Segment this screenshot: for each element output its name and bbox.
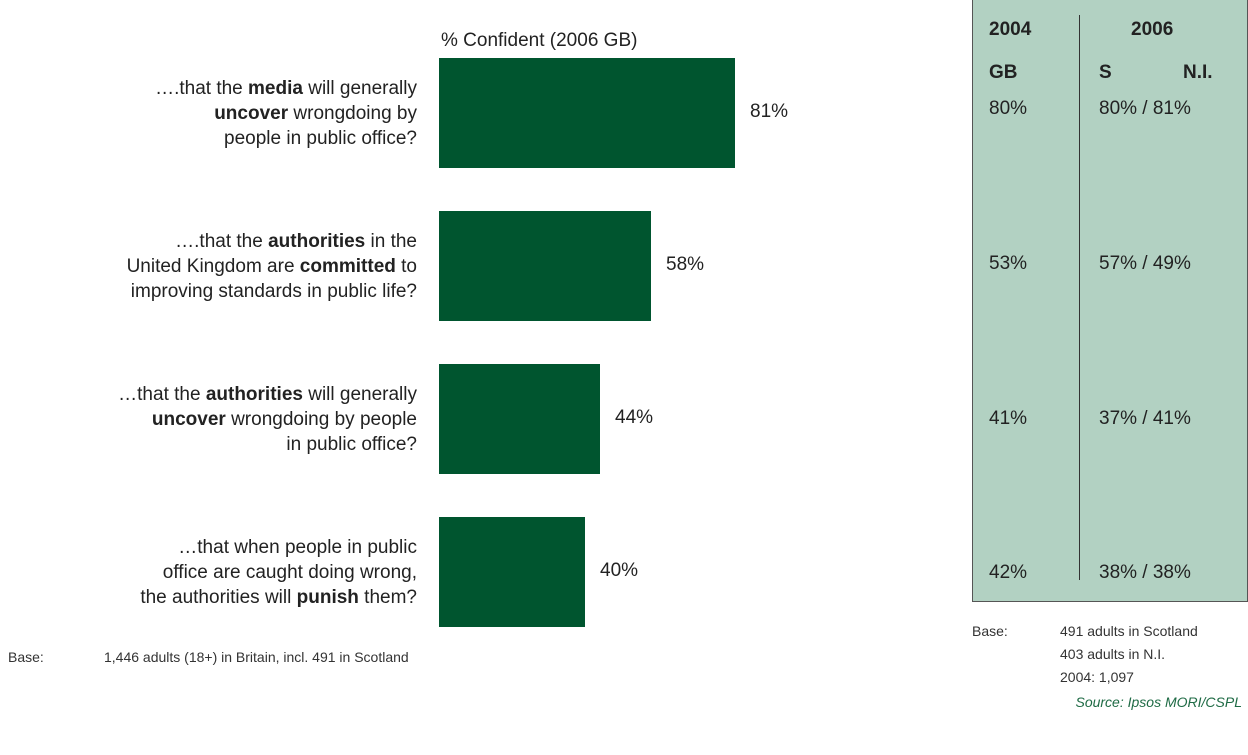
base-right-label: Base: bbox=[972, 623, 1008, 639]
category-label-4: …that when people in public office are ca… bbox=[140, 537, 417, 608]
base-left-text: 1,446 adults (18+) in Britain, incl. 491… bbox=[104, 649, 409, 665]
bar-4 bbox=[439, 517, 585, 627]
row-2-s-ni-2006: 57% / 49% bbox=[1099, 253, 1191, 274]
chart-title: % Confident (2006 GB) bbox=[441, 30, 638, 51]
bar-value-label-4: 40% bbox=[600, 560, 639, 581]
header-gb: GB bbox=[989, 62, 1018, 83]
source-note: Source: Ipsos MORI/CSPL bbox=[1075, 694, 1242, 710]
row-1-gb-2004: 80% bbox=[989, 98, 1028, 119]
bar-value-label-3: 44% bbox=[615, 407, 654, 428]
category-label-3: …that the authorities will generally unco… bbox=[118, 384, 417, 455]
header-ni: N.I. bbox=[1183, 62, 1213, 83]
bar-2 bbox=[439, 211, 651, 321]
base-right-line-2: 403 adults in N.I. bbox=[1060, 646, 1166, 662]
base-right-line-3: 2004: 1,097 bbox=[1060, 669, 1134, 685]
bar-1 bbox=[439, 58, 735, 168]
row-1-s-ni-2006: 80% / 81% bbox=[1099, 98, 1191, 119]
comparison-table: 2004 2006 GB S N.I. 80% 80% / 81% 53% 57… bbox=[972, 0, 1248, 602]
header-2006: 2006 bbox=[1131, 19, 1174, 40]
row-3-gb-2004: 41% bbox=[989, 408, 1028, 429]
bar-value-label-2: 58% bbox=[666, 254, 705, 275]
category-label-1: ….that the media will generally uncover w… bbox=[155, 78, 417, 149]
row-4-gb-2004: 42% bbox=[989, 562, 1028, 583]
base-right-line-1: 491 adults in Scotland bbox=[1060, 623, 1198, 639]
row-4-s-ni-2006: 38% / 38% bbox=[1099, 562, 1191, 583]
base-left-label: Base: bbox=[8, 649, 44, 665]
row-3-s-ni-2006: 37% / 41% bbox=[1099, 408, 1191, 429]
category-label-2: ….that the authorities in the United King… bbox=[126, 231, 417, 302]
header-s: S bbox=[1099, 62, 1112, 83]
row-2-gb-2004: 53% bbox=[989, 253, 1028, 274]
header-2004: 2004 bbox=[989, 19, 1032, 40]
bar-value-label-1: 81% bbox=[750, 101, 789, 122]
table-divider bbox=[1079, 15, 1080, 580]
bar-3 bbox=[439, 364, 600, 474]
